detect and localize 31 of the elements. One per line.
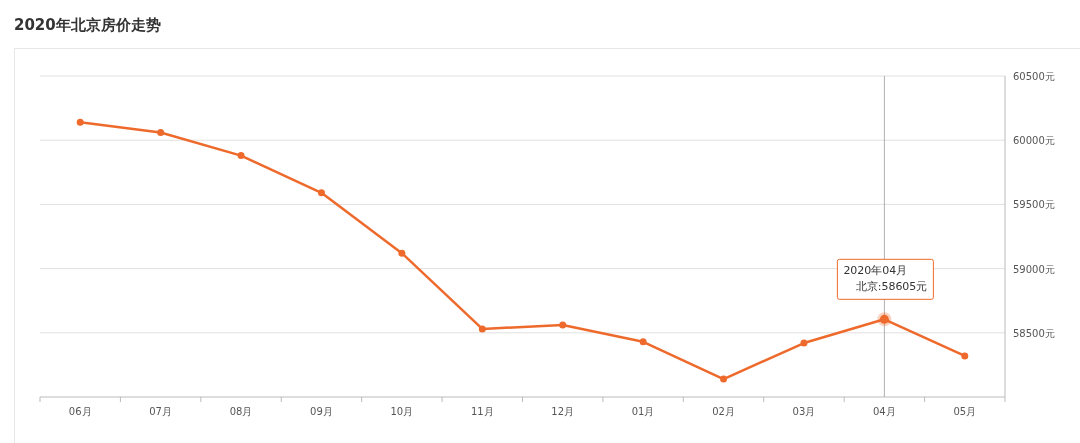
- y-tick-label: 58500元: [1013, 327, 1055, 339]
- point: [76, 118, 84, 126]
- y-tick-label: 60000元: [1013, 135, 1055, 147]
- point: [237, 152, 245, 160]
- x-tick-label: 06月: [68, 406, 92, 417]
- y-tick-label: 59500元: [1013, 199, 1055, 211]
- point: [559, 321, 567, 329]
- x-tick-label: 09月: [310, 406, 333, 417]
- x-tick-label: 11月: [470, 406, 494, 417]
- x-tick-label: 08月: [229, 406, 253, 417]
- y-tick-label: 59000元: [1013, 263, 1055, 275]
- chart-title: 2020年北京房价走势: [14, 16, 161, 34]
- x-tick-label: 03月: [792, 406, 816, 417]
- x-tick-label: 02月: [712, 406, 735, 417]
- point: [800, 339, 808, 347]
- point: [720, 375, 728, 383]
- point: [478, 325, 486, 333]
- annotation: 2020年04月: [843, 264, 908, 278]
- x-tick-label: 12月: [551, 406, 575, 417]
- point: [639, 338, 647, 346]
- point: [317, 189, 325, 197]
- x-tick-label: 04月: [873, 406, 896, 417]
- point: [398, 249, 406, 257]
- x-tick-label: 10月: [390, 406, 414, 417]
- annotation: 北京:58605元: [855, 280, 928, 294]
- point: [961, 352, 969, 360]
- x-tick-label: 01月: [631, 406, 655, 417]
- x-tick-label: 05月: [953, 406, 977, 417]
- point: [157, 129, 165, 136]
- y-tick-label: 60500元: [1013, 71, 1055, 82]
- x-tick-label: 07月: [149, 406, 172, 417]
